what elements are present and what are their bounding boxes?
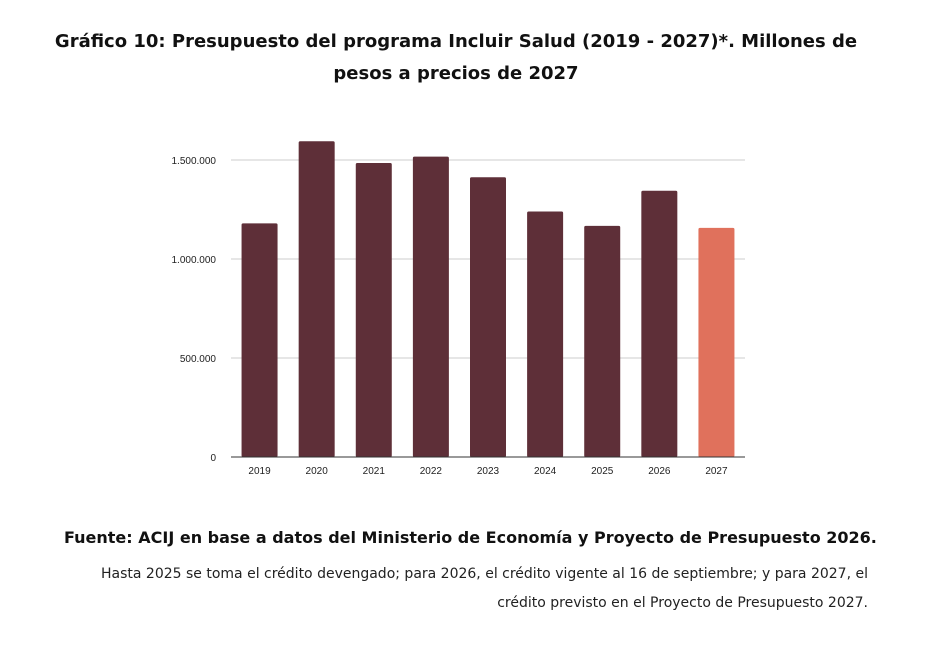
footnote: Hasta 2025 se toma el crédito devengado;… (101, 566, 868, 611)
bar-2021 (355, 162, 392, 457)
bar-2024 (527, 211, 564, 457)
x-tick-label: 2020 (306, 466, 329, 477)
bar-2020 (298, 141, 335, 457)
x-tick-label: 2024 (534, 466, 557, 477)
x-tick-label: 2021 (363, 466, 386, 477)
source-note: Fuente: ACIJ en base a datos del Ministe… (64, 528, 877, 547)
bar-2023 (470, 177, 506, 457)
x-tick-label: 2027 (705, 466, 728, 477)
x-tick-label: 2023 (477, 466, 500, 477)
y-tick-label: 1.500.000 (172, 156, 217, 167)
y-tick-label: 1.000.000 (172, 255, 217, 266)
x-tick-label: 2019 (248, 466, 271, 477)
x-axis-ticks: 2019 2020 2021 2022 2023 2024 2025 2026 2027 (248, 466, 728, 477)
bars (241, 141, 735, 457)
chart-title: Gráfico 10: Presupuesto del programa Inc… (54, 31, 858, 84)
bar-2022 (412, 156, 449, 457)
y-tick-label: 500.000 (180, 354, 217, 365)
x-tick-label: 2022 (420, 466, 443, 477)
x-tick-label: 2026 (648, 466, 671, 477)
bar-2019 (241, 223, 278, 457)
y-axis-ticks: 0 500.000 1.000.000 1.500.000 (172, 156, 217, 464)
bar-2025 (584, 225, 621, 457)
bar-2026 (641, 190, 678, 457)
y-tick-label: 0 (210, 453, 216, 464)
x-tick-label: 2025 (591, 466, 614, 477)
bar-2027 (698, 227, 735, 457)
